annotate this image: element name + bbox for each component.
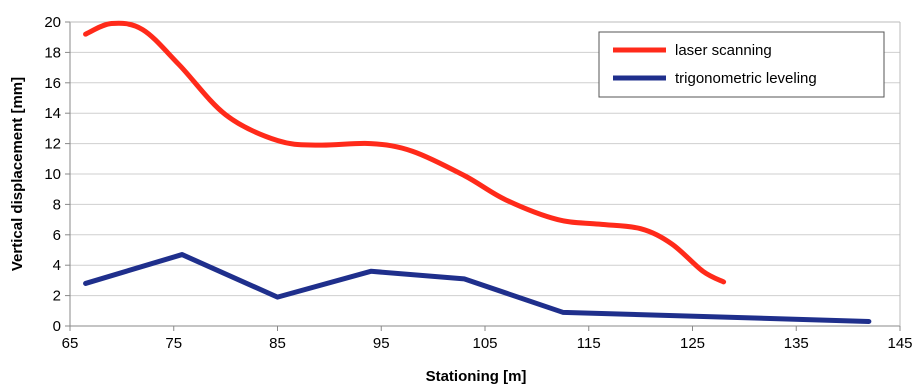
legend-label-laser-scanning: laser scanning xyxy=(675,42,772,59)
y-tick-label: 12 xyxy=(44,136,61,153)
y-tick-label: 6 xyxy=(53,227,61,244)
y-tick-label: 18 xyxy=(44,44,61,61)
x-tick-label: 115 xyxy=(577,335,601,352)
legend: laser scanning trigonometric leveling xyxy=(598,31,885,98)
legend-label-trigonometric-leveling: trigonometric leveling xyxy=(675,70,817,87)
x-axis-title: Stationing [m] xyxy=(426,368,527,385)
y-tick-label: 2 xyxy=(53,288,61,305)
y-tick-label: 20 xyxy=(44,14,61,31)
x-tick-label: 125 xyxy=(680,335,705,352)
series-line-trigonometric-leveling xyxy=(83,252,872,324)
tick-labels: 0 2 4 6 8 10 12 14 16 18 20 65 75 85 95 105 115 125 135 145 xyxy=(44,14,912,352)
x-tick-label: 145 xyxy=(887,335,912,352)
y-axis-title: Vertical displacement [mm] xyxy=(9,77,26,271)
x-tick-label: 65 xyxy=(62,335,79,352)
y-tick-label: 8 xyxy=(53,196,61,213)
y-tick-label: 14 xyxy=(44,105,61,122)
x-tick-label: 95 xyxy=(373,335,390,352)
y-tick-label: 0 xyxy=(53,318,61,335)
x-tick-label: 75 xyxy=(165,335,182,352)
y-tick-label: 4 xyxy=(53,257,61,274)
x-tick-label: 105 xyxy=(472,335,497,352)
series-lines xyxy=(83,20,872,324)
x-tick-label: 85 xyxy=(269,335,286,352)
y-tick-label: 16 xyxy=(44,75,61,92)
y-tick-label: 10 xyxy=(44,166,61,183)
legend-box xyxy=(598,31,885,98)
x-tick-label: 135 xyxy=(784,335,809,352)
series-line-laser-scanning xyxy=(83,20,727,285)
